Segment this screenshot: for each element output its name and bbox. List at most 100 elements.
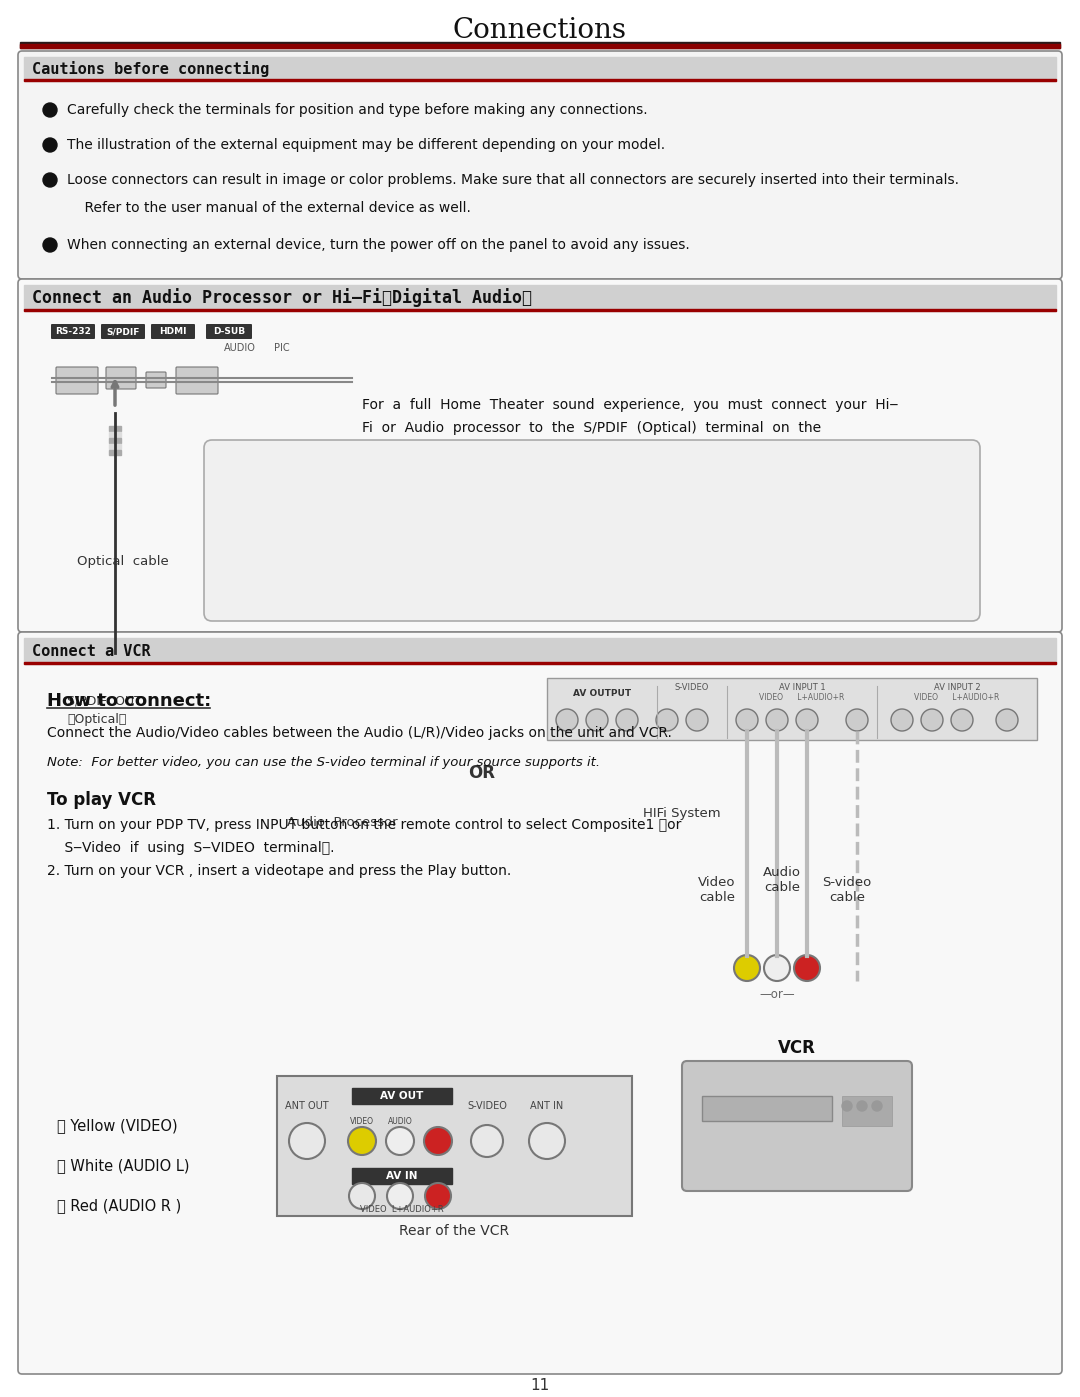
FancyBboxPatch shape bbox=[239, 735, 445, 806]
FancyBboxPatch shape bbox=[204, 440, 980, 622]
Text: The illustration of the external equipment may be different depending on your mo: The illustration of the external equipme… bbox=[67, 138, 665, 152]
Text: Carefully check the terminals for position and type before making any connection: Carefully check the terminals for positi… bbox=[67, 103, 648, 117]
Circle shape bbox=[471, 1125, 503, 1157]
Circle shape bbox=[349, 1183, 375, 1208]
Text: ANT OUT: ANT OUT bbox=[285, 1101, 328, 1111]
Bar bbox=[24, 57, 1056, 81]
Ellipse shape bbox=[779, 760, 799, 785]
Circle shape bbox=[656, 710, 678, 731]
Text: S/PDIF  OUT
（Optical）: S/PDIF OUT （Optical） bbox=[67, 694, 141, 726]
Text: Note:  For better video, you can use the S-video terminal if your source support: Note: For better video, you can use the … bbox=[48, 756, 600, 768]
Bar bbox=[109, 439, 121, 443]
Bar bbox=[702, 1097, 832, 1120]
Text: AUDIO: AUDIO bbox=[388, 1118, 413, 1126]
Text: Loose connectors can result in image or color problems. Make sure that all conne: Loose connectors can result in image or … bbox=[67, 173, 959, 187]
Bar bbox=[24, 80, 1056, 81]
Circle shape bbox=[842, 1101, 852, 1111]
Bar bbox=[24, 638, 1056, 664]
Text: PIC: PIC bbox=[274, 344, 289, 353]
Circle shape bbox=[686, 710, 708, 731]
Bar bbox=[24, 309, 1056, 312]
Circle shape bbox=[424, 1127, 453, 1155]
Text: Refer to the user manual of the external device as well.: Refer to the user manual of the external… bbox=[67, 201, 471, 215]
Circle shape bbox=[529, 1123, 565, 1160]
Bar bbox=[109, 664, 121, 671]
Text: VIDEO: VIDEO bbox=[350, 1118, 374, 1126]
Circle shape bbox=[386, 1127, 414, 1155]
Text: Video
cable: Video cable bbox=[699, 876, 735, 904]
Text: AUDIO: AUDIO bbox=[224, 344, 256, 353]
Text: ⓩ White (AUDIO L): ⓩ White (AUDIO L) bbox=[57, 1158, 189, 1173]
FancyBboxPatch shape bbox=[539, 725, 610, 812]
Text: AV IN: AV IN bbox=[387, 1171, 418, 1180]
FancyBboxPatch shape bbox=[18, 52, 1062, 279]
Text: ANT IN: ANT IN bbox=[530, 1101, 564, 1111]
Text: D-SUB: D-SUB bbox=[213, 327, 245, 337]
Text: VCR: VCR bbox=[778, 1039, 815, 1058]
Text: How to connect:: How to connect: bbox=[48, 692, 212, 710]
Text: ⓨ Yellow (VIDEO): ⓨ Yellow (VIDEO) bbox=[57, 1119, 177, 1133]
Circle shape bbox=[556, 710, 578, 731]
Text: RS-232: RS-232 bbox=[55, 327, 91, 337]
Text: Cautions before connecting: Cautions before connecting bbox=[32, 61, 269, 77]
Text: 2. Turn on your VCR , insert a videotape and press the Play button.: 2. Turn on your VCR , insert a videotape… bbox=[48, 863, 511, 877]
FancyBboxPatch shape bbox=[18, 279, 1062, 631]
Text: AV INPUT 1: AV INPUT 1 bbox=[779, 683, 825, 693]
Circle shape bbox=[846, 710, 868, 731]
Ellipse shape bbox=[564, 760, 584, 785]
FancyBboxPatch shape bbox=[18, 631, 1062, 1375]
Circle shape bbox=[616, 710, 638, 731]
Text: Audio  Processor: Audio Processor bbox=[286, 816, 397, 830]
Text: Rear of the VCR: Rear of the VCR bbox=[399, 1224, 509, 1238]
Text: Connect the Audio/Video cables between the Audio (L/R)/Video jacks on the unit a: Connect the Audio/Video cables between t… bbox=[48, 726, 672, 740]
Circle shape bbox=[796, 710, 818, 731]
Bar bbox=[276, 1076, 632, 1215]
Bar bbox=[632, 743, 702, 773]
Circle shape bbox=[43, 237, 57, 251]
Circle shape bbox=[43, 103, 57, 117]
Text: OR: OR bbox=[469, 764, 496, 782]
Text: VIDEO      L+AUDIO+R: VIDEO L+AUDIO+R bbox=[915, 693, 1000, 703]
Text: Optical  cable: Optical cable bbox=[77, 555, 168, 567]
Circle shape bbox=[872, 1101, 882, 1111]
Text: S‒Video  if  using  S‒VIDEO  terminal）.: S‒Video if using S‒VIDEO terminal）. bbox=[48, 841, 335, 855]
FancyBboxPatch shape bbox=[176, 367, 218, 394]
FancyBboxPatch shape bbox=[102, 324, 145, 339]
Bar bbox=[21, 42, 1059, 47]
Text: For  a  full  Home  Theater  sound  experience,  you  must  connect  your  Hi‒
F: For a full Home Theater sound experience… bbox=[362, 398, 899, 434]
FancyBboxPatch shape bbox=[51, 324, 95, 339]
Circle shape bbox=[794, 956, 820, 981]
Bar bbox=[352, 1088, 453, 1104]
FancyBboxPatch shape bbox=[620, 731, 744, 785]
Bar bbox=[257, 750, 367, 788]
Circle shape bbox=[390, 759, 414, 782]
Circle shape bbox=[921, 710, 943, 731]
Text: To play VCR: To play VCR bbox=[48, 791, 156, 809]
Text: S/PDIF: S/PDIF bbox=[106, 327, 139, 337]
Bar bbox=[109, 426, 121, 432]
FancyBboxPatch shape bbox=[754, 725, 825, 812]
Text: VIDEO  L+AUDIO+R: VIDEO L+AUDIO+R bbox=[361, 1204, 444, 1214]
Text: —or—: —or— bbox=[759, 988, 795, 1000]
Text: ⓪ Red (AUDIO R ): ⓪ Red (AUDIO R ) bbox=[57, 1199, 181, 1214]
Circle shape bbox=[348, 1127, 376, 1155]
Circle shape bbox=[426, 1183, 451, 1208]
Text: HIFi System: HIFi System bbox=[644, 806, 720, 820]
Circle shape bbox=[996, 710, 1018, 731]
Bar bbox=[21, 43, 1059, 47]
Text: AV OUTPUT: AV OUTPUT bbox=[572, 689, 631, 697]
Circle shape bbox=[764, 956, 789, 981]
Ellipse shape bbox=[769, 747, 809, 798]
Text: AV INPUT 2: AV INPUT 2 bbox=[934, 683, 981, 693]
Bar bbox=[109, 450, 121, 455]
Text: 1. Turn on your PDP TV, press INPUT button on the remote control to select Compo: 1. Turn on your PDP TV, press INPUT butt… bbox=[48, 819, 681, 833]
FancyBboxPatch shape bbox=[151, 324, 195, 339]
Bar bbox=[546, 678, 1037, 740]
Bar bbox=[24, 662, 1056, 664]
Text: VIDEO      L+AUDIO+R: VIDEO L+AUDIO+R bbox=[759, 693, 845, 703]
Bar bbox=[842, 1097, 892, 1126]
Text: Audio
cable: Audio cable bbox=[762, 866, 801, 894]
FancyBboxPatch shape bbox=[106, 367, 136, 388]
Bar bbox=[109, 432, 121, 437]
Text: S-VIDEO: S-VIDEO bbox=[467, 1101, 507, 1111]
